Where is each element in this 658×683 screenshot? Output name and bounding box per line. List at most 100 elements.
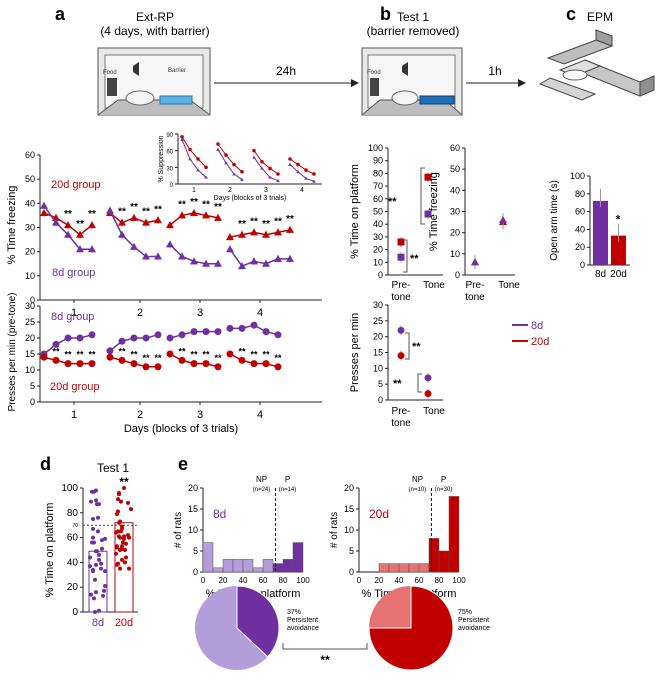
p-label: P — [441, 475, 446, 484]
inset-category-label: 1 — [192, 187, 196, 194]
data-point — [106, 353, 114, 361]
significance-star: ** — [130, 202, 138, 213]
food-label-b: Food — [367, 70, 381, 76]
significance-star: ** — [250, 350, 258, 360]
data-point — [238, 324, 246, 332]
y-tick-label: 25 — [25, 317, 35, 327]
significance-star: ** — [214, 202, 222, 213]
d-point — [126, 500, 130, 505]
data-point — [142, 218, 150, 226]
data-point — [166, 240, 174, 248]
hist-bar — [378, 563, 390, 573]
y-tick-label: 90 — [166, 133, 173, 139]
label-20d-group-b: 20d group — [50, 381, 100, 393]
panel-letter-c: c — [566, 4, 576, 24]
hist-bar — [262, 559, 274, 573]
significance-star: ** — [238, 219, 246, 230]
d-point — [100, 546, 104, 551]
data-point — [226, 245, 234, 253]
data-point — [88, 221, 96, 229]
hist-bar — [292, 542, 304, 573]
hist-xtick: 60 — [259, 576, 268, 585]
data-point — [40, 209, 48, 216]
bracket — [403, 239, 408, 273]
c-ylabel: Open arm time (s) — [549, 180, 560, 261]
hist-group-label: 20d — [369, 507, 389, 521]
y-tick-label: 50 — [25, 174, 35, 184]
y-tick-label: 30 — [373, 232, 383, 242]
y-tick-label: 0 — [72, 607, 78, 618]
y-tick-label: 20 — [25, 333, 35, 343]
hist-xtick: 80 — [435, 576, 444, 585]
data-point — [238, 230, 246, 238]
panel-c-title: EPM — [587, 10, 613, 24]
d-point — [91, 535, 95, 540]
significance-star: ** — [88, 350, 96, 360]
inset-line — [289, 158, 315, 175]
b-xlabel: Tone — [498, 280, 520, 291]
d-ylabel: % Time on platform — [44, 503, 56, 598]
bracket — [420, 167, 425, 225]
data-point — [262, 230, 270, 238]
hist-xtick: 60 — [415, 576, 424, 585]
hist-bar — [252, 567, 264, 573]
d-point — [102, 588, 106, 593]
y-tick-label: 5 — [193, 546, 198, 556]
p-label: P — [285, 475, 290, 484]
data-point — [274, 331, 282, 339]
data-point — [106, 206, 114, 214]
data-point — [88, 331, 96, 339]
label-20d-group: 20d group — [51, 179, 101, 191]
d-point — [123, 560, 127, 565]
inset-point — [260, 159, 264, 164]
hist-bar — [272, 563, 284, 573]
hist-xtick: 0 — [201, 576, 206, 585]
y-tick-label: 40 — [450, 185, 460, 195]
d-point — [89, 499, 93, 504]
bar-label: 20d — [610, 269, 627, 280]
inset-point — [188, 157, 192, 161]
y-tick-label: 80 — [575, 189, 585, 199]
data-point — [226, 350, 234, 358]
y-tick-label: 20 — [344, 483, 354, 493]
np-count: (n=24) — [253, 487, 271, 493]
data-point — [142, 334, 150, 342]
hist-xtick: 40 — [239, 576, 248, 585]
b-point — [397, 238, 405, 246]
d-point — [124, 541, 128, 546]
significance-star: ** — [412, 341, 421, 353]
suppression-inset-axis — [177, 134, 322, 185]
pie-slice-persistent — [368, 585, 454, 671]
data-point — [130, 360, 138, 368]
y-tick-label: 0 — [378, 395, 383, 405]
data-point — [52, 356, 60, 364]
pie-label-line2: avoidance — [458, 625, 490, 632]
y-tick-label: 100 — [570, 171, 585, 181]
category-label: 2 — [137, 307, 143, 319]
b-point — [397, 326, 405, 334]
inset-category-label: 2 — [228, 187, 232, 194]
y-tick-label: 15 — [25, 349, 35, 359]
data-point — [130, 334, 138, 342]
data-point — [190, 360, 198, 368]
pie-label-pct: 37% — [287, 609, 301, 616]
d-point — [94, 562, 98, 567]
d-point — [101, 593, 105, 598]
data-point — [286, 225, 294, 233]
y-tick-label: 40 — [67, 557, 79, 568]
data-point — [202, 328, 210, 336]
d-point — [103, 583, 107, 588]
y-tick-label: 20 — [575, 242, 585, 252]
b-point — [397, 352, 405, 360]
inset-point — [240, 169, 244, 174]
d-point — [119, 499, 123, 504]
significance-star: ** — [178, 199, 186, 210]
y-tick-label: 15 — [344, 504, 354, 514]
d-point — [88, 564, 92, 569]
d-point — [96, 515, 100, 520]
significance-star: ** — [190, 350, 198, 360]
y-tick-label: 15 — [188, 504, 198, 514]
inset-line — [181, 139, 207, 178]
presses-ylabel: Presses per min (pre-tone) — [7, 293, 18, 412]
data-point — [250, 257, 258, 265]
